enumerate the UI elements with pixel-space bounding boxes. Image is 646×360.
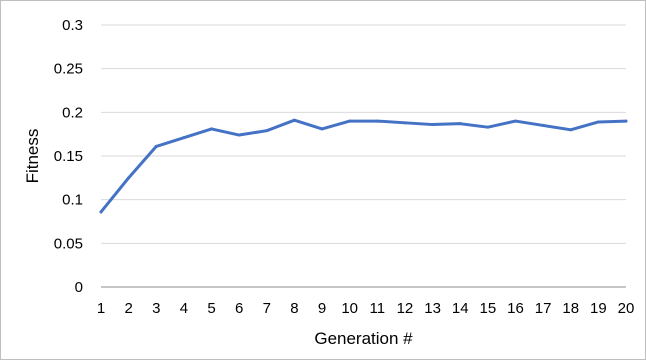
y-tick-label: 0.05 — [54, 235, 83, 252]
data-point — [127, 176, 131, 180]
x-tick-label: 14 — [452, 300, 469, 317]
data-point — [265, 129, 269, 133]
x-tick-label: 7 — [263, 300, 271, 317]
x-tick-label: 15 — [479, 300, 496, 317]
y-tick-label: 0 — [75, 279, 83, 296]
x-axis-tick-labels: 1 2 3 4 5 6 7 8 9 10 11 12 13 14 15 16 17 18 19 20 — [97, 300, 635, 317]
data-point — [182, 136, 186, 140]
series-group — [99, 118, 628, 214]
y-tick-label: 0.3 — [62, 17, 83, 34]
y-axis-tick-labels: 0 0.05 0.1 0.15 0.2 0.25 0.3 — [54, 17, 83, 296]
x-tick-label: 13 — [424, 300, 441, 317]
x-tick-label: 18 — [562, 300, 579, 317]
data-point — [99, 210, 103, 214]
y-tick-label: 0.1 — [62, 192, 83, 209]
x-tick-label: 2 — [124, 300, 132, 317]
data-point — [541, 123, 545, 127]
data-point — [375, 119, 379, 123]
x-tick-label: 5 — [207, 300, 215, 317]
data-point — [486, 125, 490, 129]
x-tick-label: 16 — [507, 300, 524, 317]
x-tick-label: 19 — [590, 300, 607, 317]
data-point — [513, 119, 517, 123]
x-tick-label: 9 — [318, 300, 326, 317]
data-point — [154, 144, 158, 148]
y-axis-title: Fitness — [23, 129, 42, 184]
x-tick-label: 8 — [290, 300, 298, 317]
x-tick-label: 20 — [618, 300, 635, 317]
data-point — [431, 123, 435, 127]
y-tick-label: 0.25 — [54, 61, 83, 78]
x-axis-title: Generation # — [314, 329, 413, 348]
y-tick-label: 0.15 — [54, 148, 83, 165]
x-tick-label: 17 — [535, 300, 552, 317]
x-tick-label: 4 — [180, 300, 188, 317]
data-point — [292, 118, 296, 122]
data-point — [210, 127, 214, 131]
x-tick-label: 10 — [341, 300, 358, 317]
x-tick-label: 1 — [97, 300, 105, 317]
gridlines — [101, 24, 626, 288]
series-line — [99, 118, 628, 214]
x-tick-label: 12 — [397, 300, 414, 317]
x-tick-label: 11 — [370, 300, 386, 317]
data-point — [458, 122, 462, 126]
y-tick-label: 0.2 — [62, 104, 83, 121]
data-point — [320, 127, 324, 131]
x-tick-label: 6 — [235, 300, 243, 317]
data-point — [348, 119, 352, 123]
data-point — [596, 120, 600, 124]
data-point — [237, 133, 241, 137]
data-point — [403, 121, 407, 125]
data-point — [569, 128, 573, 132]
data-point — [624, 119, 628, 123]
x-tick-label: 3 — [152, 300, 160, 317]
